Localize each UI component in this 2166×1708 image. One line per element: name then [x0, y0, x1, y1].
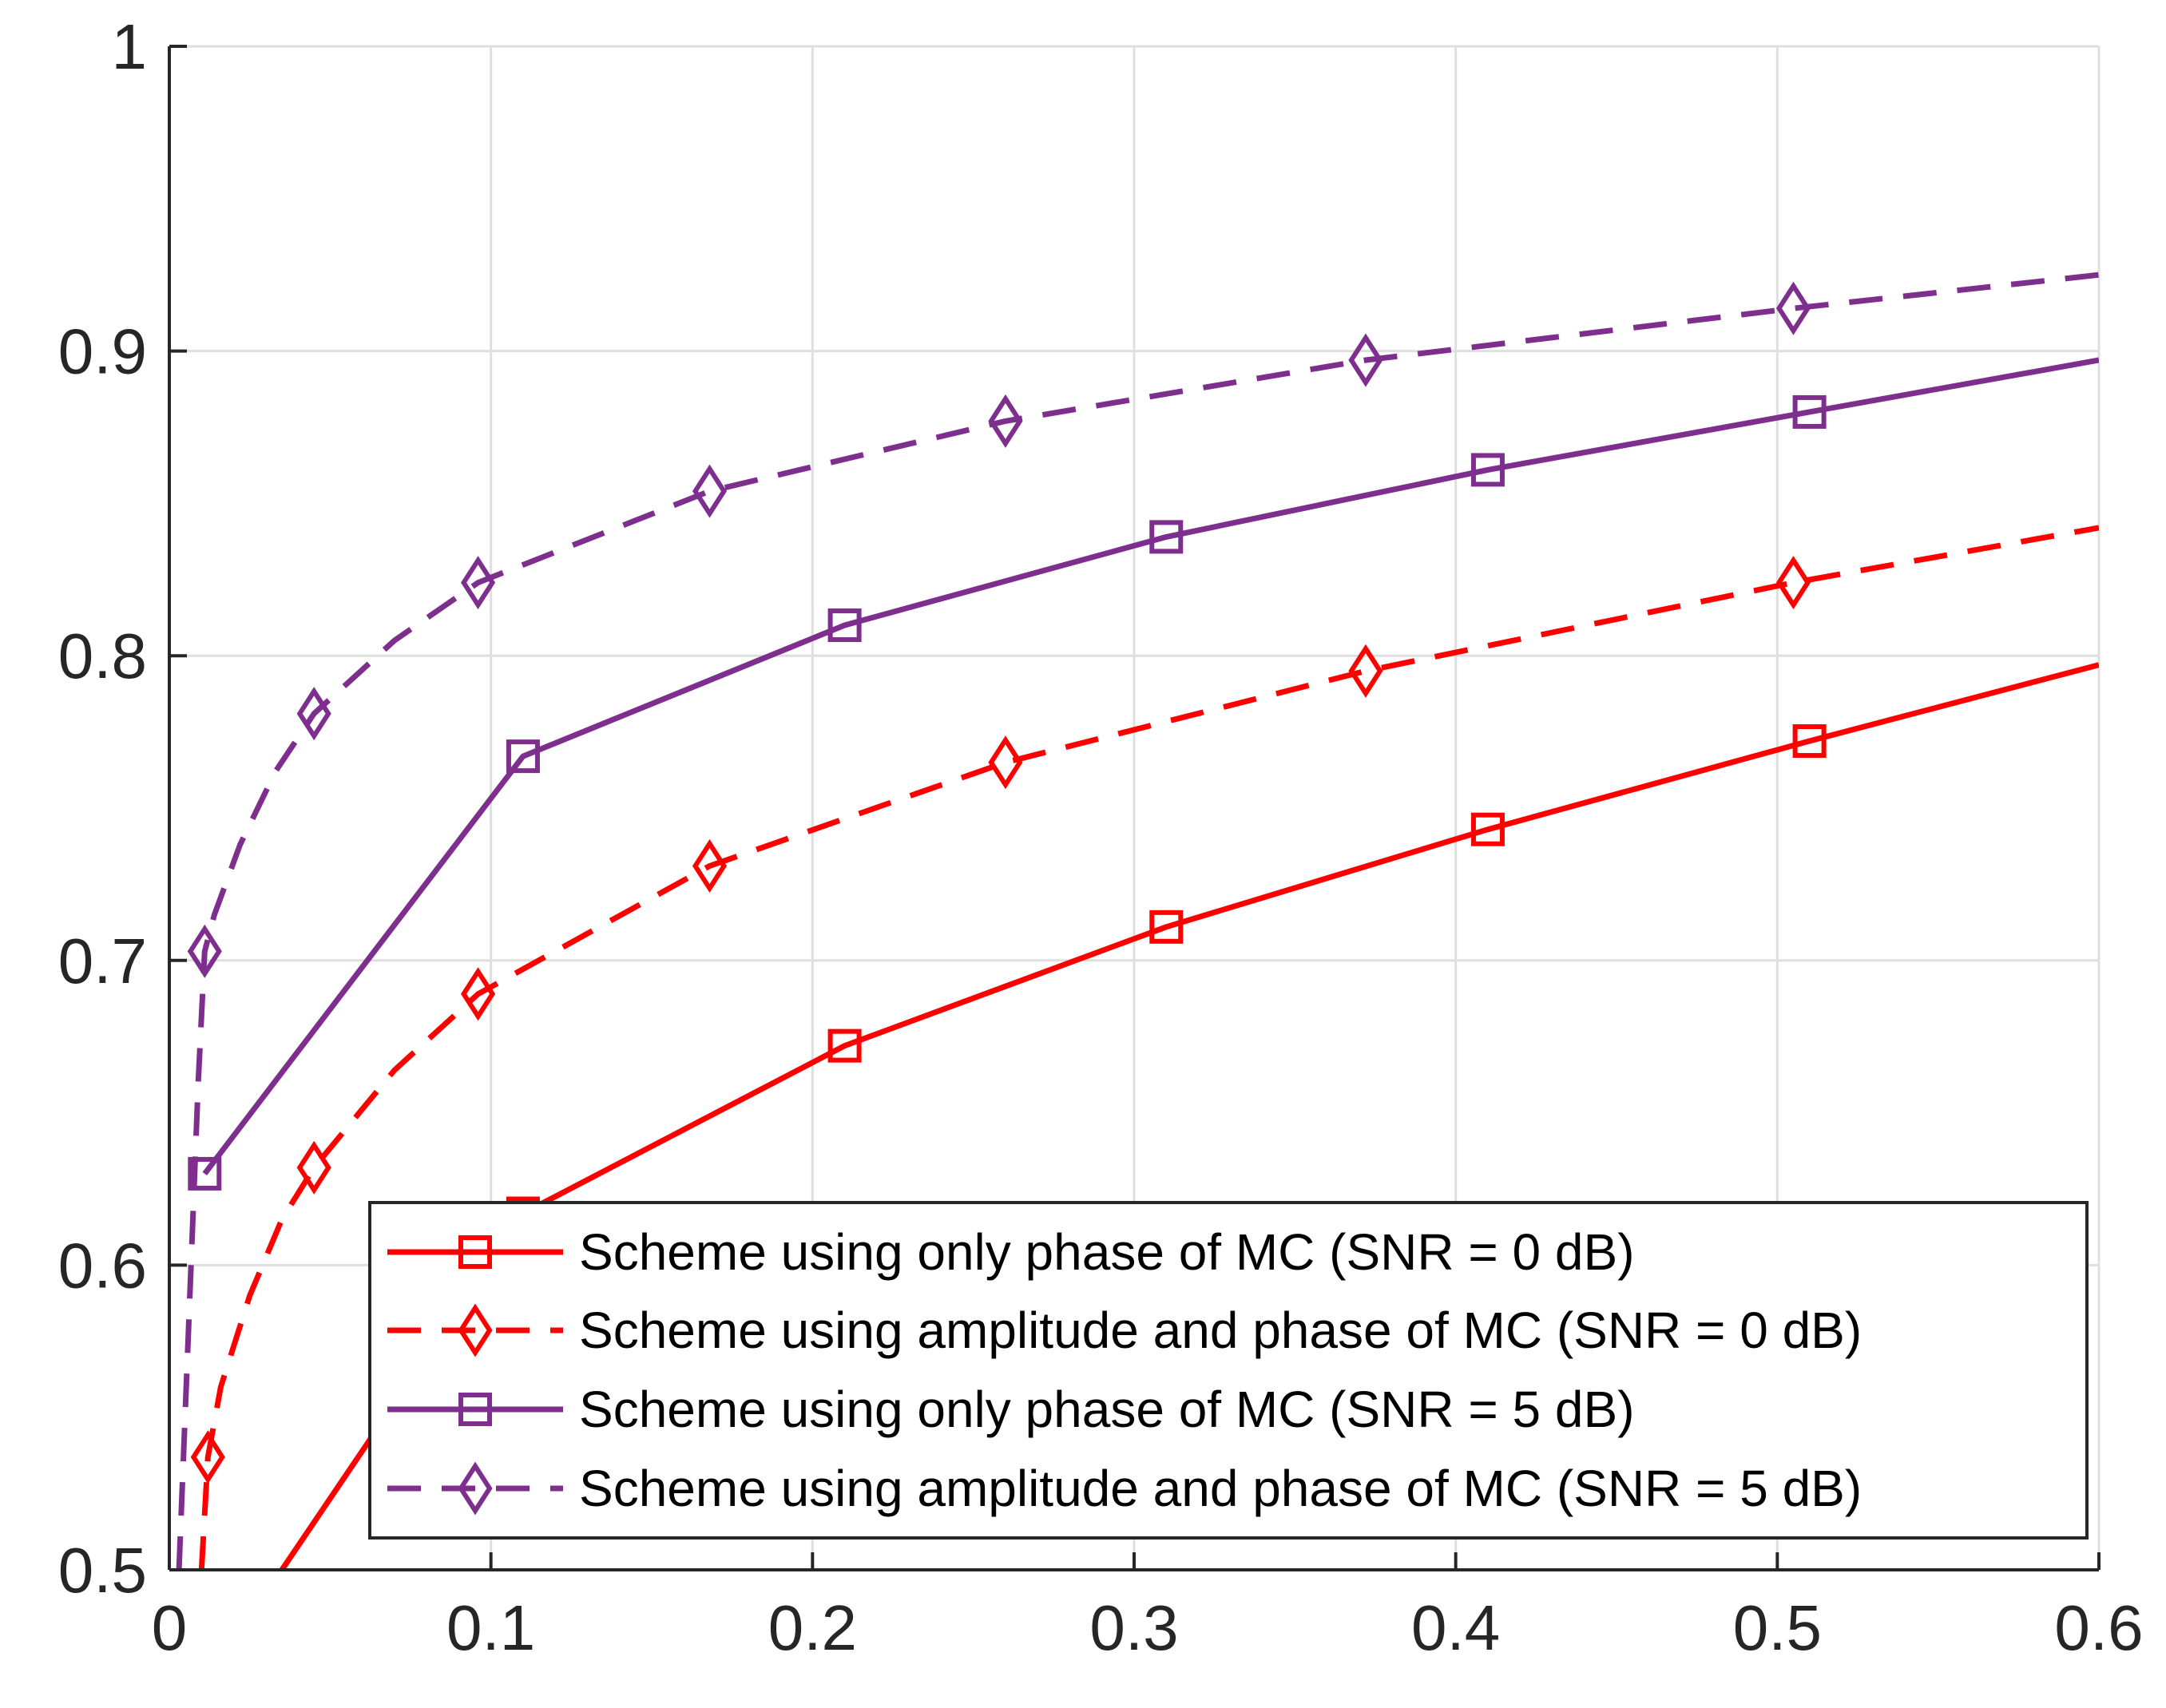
- legend-marker-0: [458, 1235, 492, 1269]
- series-0-point-2: [1149, 909, 1184, 944]
- series-0-point-3: [1470, 812, 1505, 846]
- x-tick-label-0: 0: [152, 1592, 188, 1663]
- series-2-point-1: [506, 739, 540, 774]
- x-tick-label-2: 0.2: [768, 1592, 857, 1663]
- series-line-2: [202, 357, 2099, 1176]
- x-tick-label-6: 0.6: [2054, 1592, 2143, 1663]
- series-1-point-1: [296, 1140, 331, 1195]
- series-1: [190, 525, 2099, 1570]
- y-tick-label-0: 0.5: [58, 1535, 147, 1606]
- x-tick-label-1: 0.1: [446, 1592, 535, 1663]
- series-3-point-0: [187, 924, 222, 978]
- axes: [168, 45, 2101, 1571]
- series-1-point-6: [1775, 556, 1811, 610]
- series-3-point-4: [988, 394, 1023, 448]
- series-line-3: [176, 271, 2099, 1570]
- y-tick-label-4: 0.9: [58, 316, 147, 387]
- series-1-point-3: [692, 838, 728, 894]
- series-1-point-0: [190, 1430, 225, 1484]
- x-tick-label-5: 0.5: [1733, 1592, 1822, 1663]
- series-2-point-5: [1792, 394, 1827, 429]
- legend-label-0: Scheme using only phase of MC (SNR = 0 d…: [579, 1223, 1635, 1281]
- series-3-point-2: [460, 556, 496, 610]
- series-3-point-1: [296, 687, 331, 741]
- series-2-point-2: [827, 608, 862, 643]
- series-3-point-3: [692, 464, 728, 518]
- tick-labels: 0 0.1 0.2 0.3 0.4 0.5 0.6 0.5 0.6 0.7 0.8 0.9 1: [58, 11, 2144, 1663]
- series-line-1: [198, 525, 2099, 1570]
- series-0-point-1: [827, 1028, 862, 1063]
- series-2-point-3: [1149, 520, 1184, 554]
- legend-box: [368, 1201, 2089, 1540]
- series-2-point-0: [188, 1156, 222, 1191]
- grid-lines: [169, 45, 2101, 1570]
- legend-label-3: Scheme using amplitude and phase of MC (…: [579, 1460, 1862, 1517]
- series-layer: [176, 271, 2099, 1570]
- series-2-point-4: [1470, 453, 1505, 487]
- series-1-point-4: [988, 735, 1023, 790]
- x-tick-label-3: 0.3: [1089, 1592, 1178, 1663]
- legend-label-2: Scheme using only phase of MC (SNR = 5 d…: [579, 1381, 1635, 1438]
- y-tick-label-2: 0.7: [58, 925, 147, 997]
- legend-marker-3: [458, 1461, 493, 1516]
- series-3-point-6: [1775, 281, 1811, 335]
- y-tick-label-1: 0.6: [58, 1230, 147, 1301]
- y-tick-label-5: 1: [112, 11, 148, 82]
- legend-label-1: Scheme using amplitude and phase of MC (…: [579, 1302, 1862, 1359]
- legend-marker-2: [458, 1393, 492, 1426]
- series-1-point-5: [1348, 644, 1383, 698]
- series-3-point-5: [1348, 333, 1383, 387]
- series-3: [176, 271, 2099, 1570]
- legend-marker-1: [458, 1303, 493, 1357]
- legend: Scheme using only phase of MC (SNR = 0 d…: [368, 1201, 2089, 1540]
- series-0-point-4: [1792, 724, 1827, 759]
- series-1-point-2: [460, 967, 496, 1021]
- x-tick-label-4: 0.4: [1411, 1592, 1500, 1663]
- y-tick-label-3: 0.8: [58, 620, 147, 692]
- series-2: [188, 357, 2099, 1191]
